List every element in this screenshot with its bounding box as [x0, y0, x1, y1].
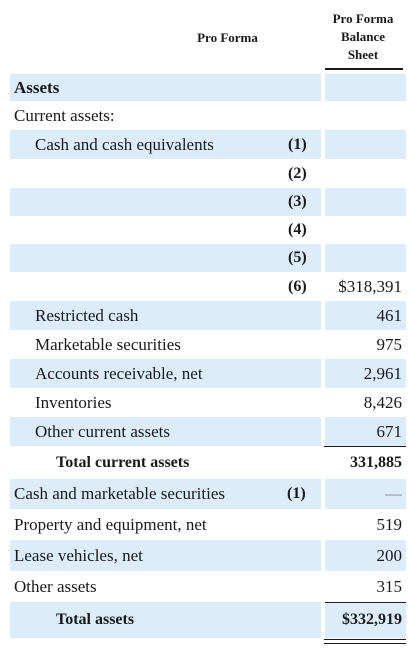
- table-row-lease-vehicles: Lease vehicles, net 200: [10, 540, 406, 571]
- row-value: 461: [376, 305, 403, 325]
- table-row-note-3: (3): [10, 188, 406, 216]
- row-label: Cash and marketable securities: [14, 484, 226, 503]
- table-row-restricted-cash: Restricted cash 461: [10, 301, 406, 330]
- double-underline: [324, 639, 406, 644]
- row-value: 2,961: [363, 363, 402, 383]
- row-value: 315: [376, 576, 403, 596]
- footnote-ref: (2): [288, 164, 307, 182]
- row-value: $318,391: [338, 276, 402, 296]
- table-row-note-5: (5): [10, 244, 406, 272]
- row-value: 671: [376, 421, 403, 441]
- row-label: Marketable securities: [35, 334, 181, 354]
- table-header: Pro Forma Pro Forma Balance Sheet: [0, 0, 411, 74]
- table-row-inventories: Inventories 8,426: [10, 388, 406, 417]
- table-row-other-assets: Other assets 315: [10, 571, 406, 602]
- row-label: Total current assets: [56, 453, 190, 471]
- section-heading: Assets: [14, 77, 60, 97]
- table-row-cash: Cash and cash equivalents (1): [10, 130, 406, 159]
- table-row-cash-marketable-securities: Cash and marketable securities (1) —: [10, 479, 406, 509]
- row-label: Restricted cash: [35, 305, 139, 325]
- footnote-ref: (1): [287, 485, 306, 502]
- row-value: 331,885: [350, 453, 402, 471]
- table-row-property-equipment: Property and equipment, net 519: [10, 509, 406, 540]
- table-row-note-4: (4): [10, 216, 406, 244]
- table-row-current-assets: Current assets:: [10, 101, 406, 130]
- footnote-ref: (1): [288, 135, 307, 153]
- row-label: Lease vehicles, net: [14, 545, 143, 565]
- table-row-total-current-assets: Total current assets 331,885: [10, 446, 406, 479]
- column-header-pro-forma: Pro Forma: [197, 30, 258, 45]
- footnote-ref: (4): [288, 221, 307, 238]
- row-value: 519: [376, 514, 403, 534]
- column-header-pro-forma-balance-sheet: Pro Forma Balance Sheet: [323, 10, 403, 64]
- total-rule: [324, 446, 406, 447]
- row-value: 8,426: [363, 392, 402, 412]
- header-underline: [325, 68, 403, 70]
- row-label: Cash and cash equivalents: [35, 134, 214, 154]
- column-header-line: Sheet: [347, 47, 379, 62]
- balance-sheet-table: Assets Current assets: Cash and cash equ…: [10, 74, 410, 644]
- table-row-accounts-receivable: Accounts receivable, net 2,961: [10, 359, 406, 388]
- total-rule: [324, 602, 406, 603]
- row-label: Inventories: [35, 392, 112, 412]
- row-label: Accounts receivable, net: [35, 363, 203, 383]
- row-value: $332,919: [342, 611, 402, 628]
- row-value: 975: [376, 334, 403, 354]
- table-row-other-current-assets: Other current assets 671: [10, 417, 406, 446]
- row-value: —: [385, 484, 402, 503]
- table-row-marketable-securities: Marketable securities 975: [10, 330, 406, 359]
- column-header-line: Pro Forma: [332, 11, 394, 26]
- footnote-ref: (6): [288, 277, 307, 295]
- row-label: Other assets: [14, 576, 97, 596]
- footnote-ref: (3): [288, 193, 307, 210]
- row-label: Total assets: [56, 611, 135, 628]
- column-header-line: Balance: [340, 29, 386, 44]
- table-row-assets-heading: Assets: [10, 74, 406, 101]
- row-label: Current assets:: [14, 105, 115, 125]
- row-value: 200: [376, 545, 403, 565]
- row-label: Other current assets: [35, 421, 171, 441]
- footnote-ref: (5): [288, 249, 307, 266]
- row-label: Property and equipment, net: [14, 514, 207, 534]
- table-row-note-6: (6) $318,391: [10, 272, 406, 301]
- table-row-note-2: (2): [10, 159, 406, 188]
- table-row-total-assets: Total assets $332,919: [10, 602, 406, 644]
